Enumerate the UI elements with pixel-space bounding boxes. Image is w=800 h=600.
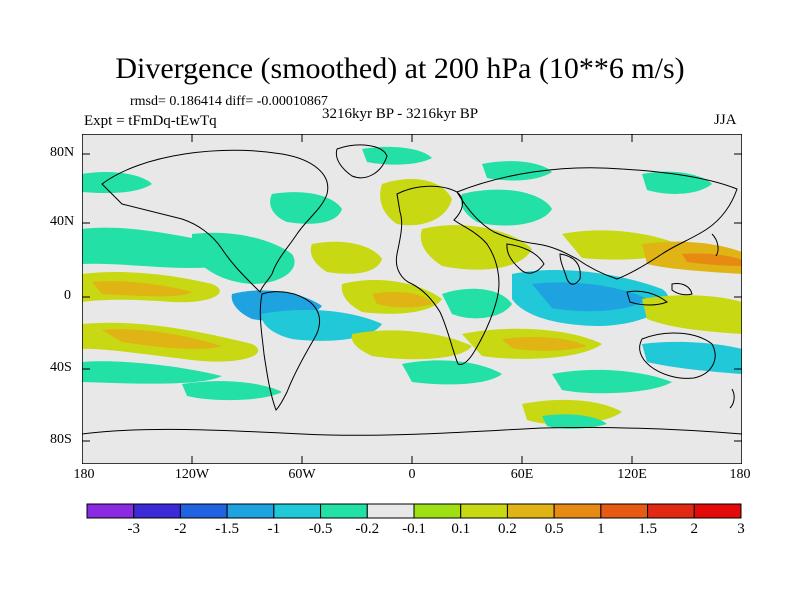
period-label: 3216kyr BP - 3216kyr BP [322, 106, 479, 122]
colorbar-swatch-9 [506, 503, 555, 519]
lon-label-60w: 60W [288, 467, 316, 482]
chart-title: Divergence (smoothed) at 200 hPa (10**6 … [115, 52, 685, 85]
colorbar-swatch-0 [86, 503, 135, 519]
colorbar-label-10: 1 [597, 521, 605, 537]
colorbar-label-13: 3 [737, 521, 745, 537]
coastlines [82, 144, 742, 436]
colorbar-label-0: -3 [127, 521, 140, 537]
colorbar [86, 503, 742, 519]
lat-label-40s: 40S [50, 360, 72, 375]
lon-label-120w: 120W [174, 467, 210, 482]
stats-line: rmsd= 0.186414 diff= -0.00010867 [130, 94, 328, 109]
lon-label-0: 0 [408, 467, 416, 482]
colorbar-swatch-12 [647, 503, 695, 519]
colorbar-label-11: 1.5 [638, 521, 657, 537]
colorbar-swatch-13 [693, 503, 742, 519]
colorbar-label-4: -0.5 [308, 521, 333, 537]
colorbar-label-7: 0.1 [451, 521, 471, 537]
season-label: JJA [714, 112, 737, 128]
experiment-label: Expt = tFmDq-tEwTq [84, 113, 217, 129]
colorbar-swatch-2 [179, 503, 228, 519]
lat-label-80n: 80N [50, 145, 75, 160]
map-ticks [82, 134, 742, 464]
colorbar-label-1: -2 [174, 521, 187, 537]
colorbar-swatch-5 [320, 503, 368, 519]
colorbar-swatch-8 [460, 503, 508, 519]
lat-label-eq: 0 [64, 288, 71, 303]
colorbar-swatch-6 [366, 503, 415, 519]
colorbar-swatch-4 [273, 503, 322, 519]
colorbar-label-3: -1 [267, 521, 281, 537]
lon-label-180w: 180 [73, 467, 95, 482]
contour-fills [82, 146, 742, 429]
colorbar-swatch-3 [226, 503, 275, 519]
colorbar-swatch-10 [553, 503, 602, 519]
colorbar-label-9: 0.5 [544, 521, 564, 537]
colorbar-label-8: 0.2 [498, 521, 517, 537]
lon-label-180e: 180 [729, 467, 751, 482]
colorbar-label-12: 2 [690, 521, 699, 537]
lon-label-60e: 60E [510, 467, 534, 482]
lat-label-40n: 40N [50, 214, 75, 229]
colorbar-swatch-11 [600, 503, 649, 519]
colorbar-label-6: -0.1 [402, 521, 426, 537]
lat-label-80s: 80S [50, 432, 72, 447]
colorbar-swatch-1 [133, 503, 181, 519]
lon-label-120e: 120E [617, 467, 647, 482]
colorbar-label-5: -0.2 [355, 521, 380, 537]
divergence-map [82, 134, 742, 464]
colorbar-label-2: -1.5 [215, 521, 240, 537]
colorbar-swatch-7 [413, 503, 462, 519]
